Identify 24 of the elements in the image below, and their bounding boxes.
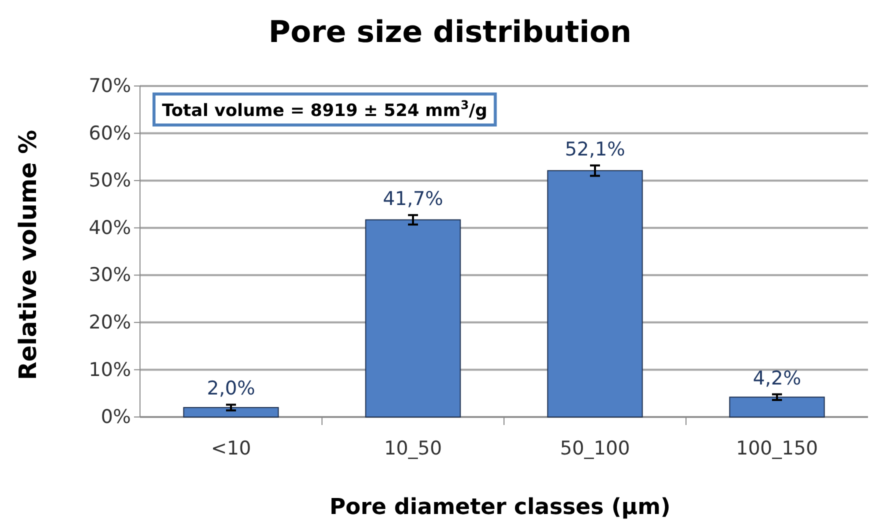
- data-label: 52,1%: [564, 138, 626, 160]
- x-tick-label: 100_150: [736, 437, 818, 460]
- y-tick-label: 50%: [88, 170, 131, 192]
- y-tick-label: 10%: [88, 358, 131, 381]
- y-tick-label: 70%: [88, 75, 131, 98]
- data-label: 41,7%: [382, 188, 444, 210]
- x-tick-label: 50_100: [560, 437, 630, 460]
- bar: [183, 407, 279, 418]
- bar: [365, 219, 461, 418]
- y-tick-label: 0%: [100, 406, 131, 428]
- y-tick-label: 40%: [88, 216, 131, 239]
- data-label: 4,2%: [752, 367, 802, 390]
- chart-title: Pore size distribution: [268, 15, 632, 50]
- y-tick-label: 30%: [88, 264, 131, 286]
- y-axis-title: Relative volume %: [14, 130, 42, 380]
- bar: [547, 170, 643, 418]
- y-tick-label: 60%: [88, 122, 131, 144]
- x-tick-label: 10_50: [384, 437, 442, 460]
- y-tick-label: 20%: [88, 312, 131, 334]
- x-axis-title: Pore diameter classes (µm): [329, 495, 671, 520]
- x-tick-label: <10: [210, 437, 252, 460]
- bar: [729, 396, 825, 418]
- annotation: Total volume = 8919 ± 524 mm$^{3}$/g: [162, 98, 488, 121]
- data-label: 2,0%: [206, 378, 256, 400]
